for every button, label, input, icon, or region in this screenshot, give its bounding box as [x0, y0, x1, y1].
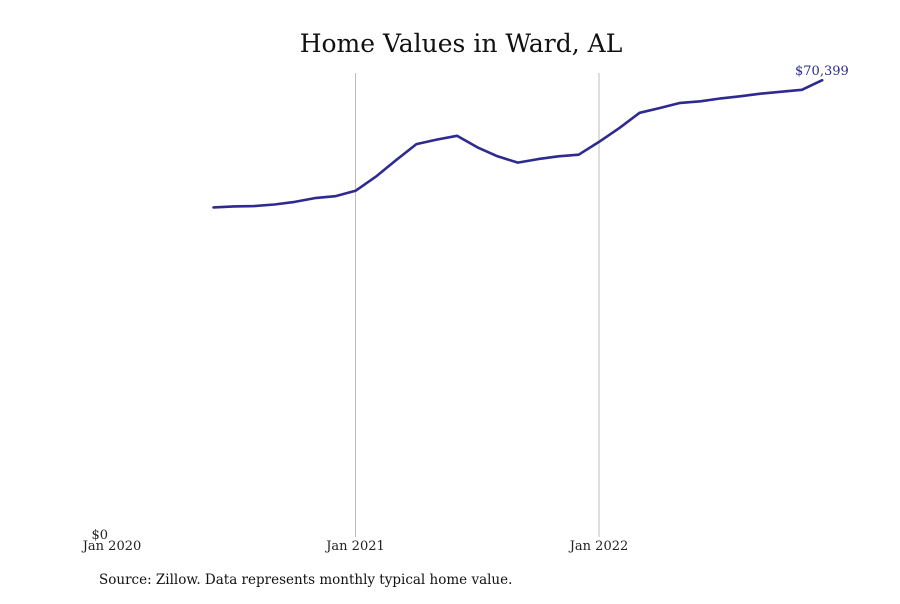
grid-lines: [355, 73, 600, 537]
series-layer: [212, 78, 824, 209]
y-tick-label: $0: [91, 528, 108, 543]
x-tick-label: Jan 2020: [81, 539, 142, 554]
axis-tick-labels: Jan 2020 Jan 2021 Jan 2022 $0: [81, 528, 629, 554]
x-tick-label: Jan 2022: [568, 539, 629, 554]
x-tick-label: Jan 2021: [324, 539, 385, 554]
source-note: Source: Zillow. Data represents monthly …: [99, 572, 513, 588]
series-line-1: [212, 78, 824, 209]
end-value-label: $70,399: [795, 64, 849, 79]
chart-title: Home Values in Ward, AL: [300, 29, 623, 58]
